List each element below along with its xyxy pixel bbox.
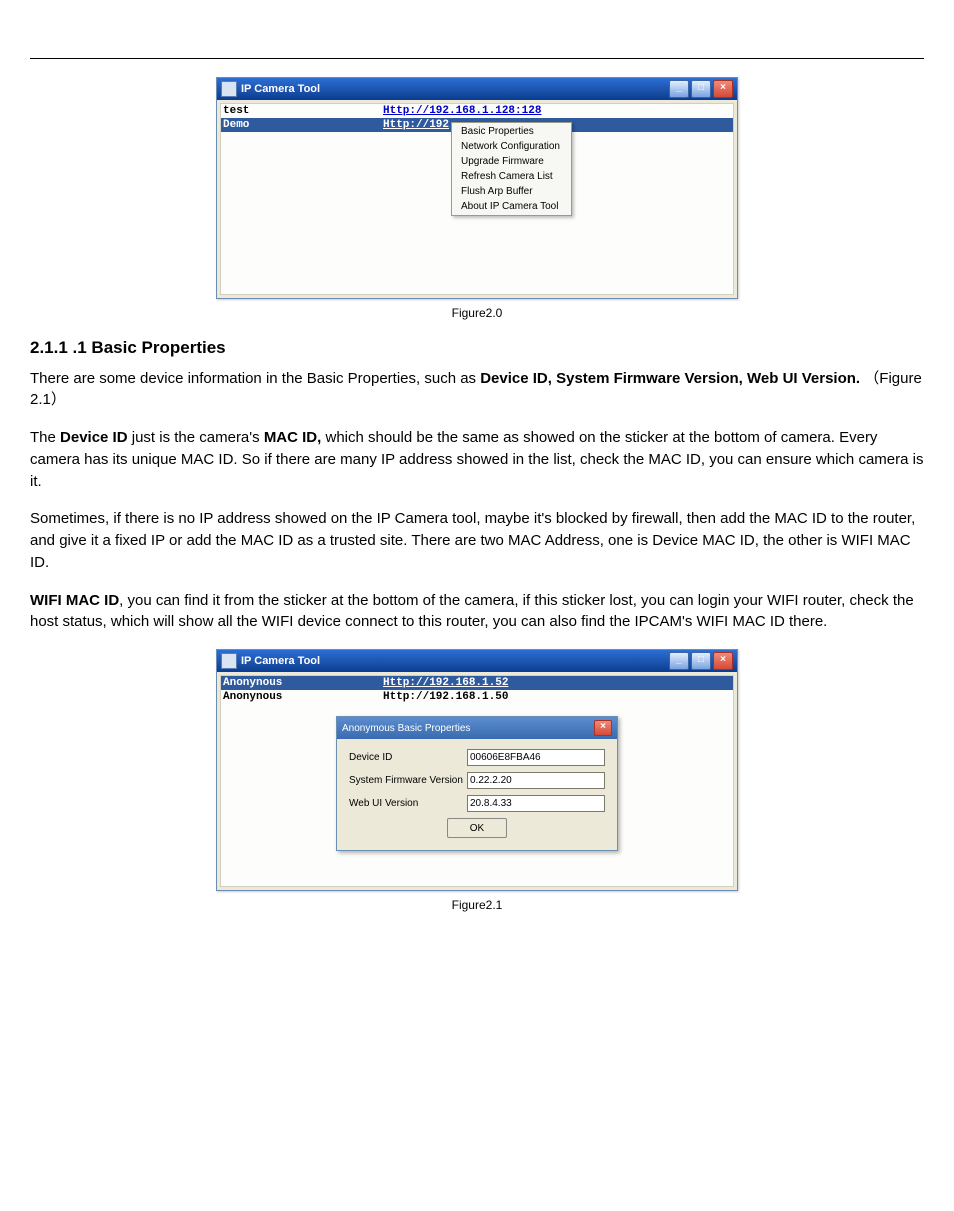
- camera-name: test: [221, 104, 383, 118]
- titlebar: IP Camera Tool _ □ ×: [217, 78, 737, 100]
- close-button[interactable]: ×: [713, 80, 733, 98]
- field-label: Web UI Version: [349, 798, 467, 809]
- ipcam-tool-window-2: IP Camera Tool _ □ × Anonynous Http://19…: [216, 649, 738, 891]
- field-label: System Firmware Version: [349, 775, 467, 786]
- window-title: IP Camera Tool: [241, 83, 320, 95]
- camera-row[interactable]: Anonynous Http://192.168.1.50: [221, 690, 733, 704]
- field-webui-version: Web UI Version: [349, 795, 605, 812]
- close-button[interactable]: ×: [713, 652, 733, 670]
- titlebar: IP Camera Tool _ □ ×: [217, 650, 737, 672]
- paragraph-wifimac: WIFI MAC ID, you can find it from the st…: [30, 590, 924, 634]
- figure-caption: Figure2.0: [30, 306, 924, 320]
- camera-url[interactable]: Http://192.168.1.52: [383, 677, 508, 689]
- camera-row[interactable]: test Http://192.168.1.128:128: [221, 104, 733, 118]
- paragraph-firewall: Sometimes, if there is no IP address sho…: [30, 508, 924, 573]
- camera-list: Anonynous Http://192.168.1.52 Anonynous …: [220, 675, 734, 887]
- menu-item-upgrade-firmware[interactable]: Upgrade Firmware: [453, 154, 570, 169]
- camera-name: Anonynous: [221, 676, 383, 690]
- section-heading: 2.1.1 .1 Basic Properties: [30, 338, 924, 358]
- menu-item-network-config[interactable]: Network Configuration: [453, 139, 570, 154]
- maximize-button[interactable]: □: [691, 80, 711, 98]
- menu-item-basic-properties[interactable]: Basic Properties: [453, 124, 570, 139]
- firmware-version-input[interactable]: [467, 772, 605, 789]
- minimize-button[interactable]: _: [669, 80, 689, 98]
- basic-properties-dialog: Anonymous Basic Properties × Device ID S…: [336, 716, 618, 851]
- field-device-id: Device ID: [349, 749, 605, 766]
- paragraph-deviceid: The Device ID just is the camera's MAC I…: [30, 427, 924, 492]
- menu-item-about[interactable]: About IP Camera Tool: [453, 199, 570, 214]
- dialog-title: Anonymous Basic Properties: [342, 723, 470, 734]
- figure-caption: Figure2.1: [30, 898, 924, 912]
- field-label: Device ID: [349, 752, 467, 763]
- paragraph-intro: There are some device information in the…: [30, 368, 924, 412]
- webui-version-input[interactable]: [467, 795, 605, 812]
- camera-row-selected[interactable]: Anonynous Http://192.168.1.52: [221, 676, 733, 690]
- app-icon: [221, 81, 237, 97]
- camera-url[interactable]: Http://192.168.1.128:128: [383, 105, 541, 117]
- dialog-body: Device ID System Firmware Version Web UI…: [337, 739, 617, 850]
- ipcam-tool-window-1: IP Camera Tool _ □ × test Http://192.168…: [216, 77, 738, 299]
- field-firmware-version: System Firmware Version: [349, 772, 605, 789]
- dialog-close-button[interactable]: ×: [594, 720, 612, 736]
- top-rule: [30, 58, 924, 59]
- figure-2-0: IP Camera Tool _ □ × test Http://192.168…: [30, 77, 924, 320]
- ok-button[interactable]: OK: [447, 818, 507, 838]
- camera-url: Http://192.168.1.50: [383, 690, 733, 704]
- camera-url[interactable]: Http://192: [383, 119, 449, 131]
- figure-2-1: IP Camera Tool _ □ × Anonynous Http://19…: [30, 649, 924, 912]
- camera-name: Demo: [221, 118, 383, 132]
- camera-list: test Http://192.168.1.128:128 Demo Http:…: [220, 103, 734, 295]
- app-icon: [221, 653, 237, 669]
- camera-name: Anonynous: [221, 690, 383, 704]
- dialog-titlebar: Anonymous Basic Properties ×: [337, 717, 617, 739]
- menu-item-flush-arp[interactable]: Flush Arp Buffer: [453, 184, 570, 199]
- maximize-button[interactable]: □: [691, 652, 711, 670]
- context-menu: Basic Properties Network Configuration U…: [451, 122, 572, 216]
- menu-item-refresh-list[interactable]: Refresh Camera List: [453, 169, 570, 184]
- window-title: IP Camera Tool: [241, 655, 320, 667]
- device-id-input[interactable]: [467, 749, 605, 766]
- minimize-button[interactable]: _: [669, 652, 689, 670]
